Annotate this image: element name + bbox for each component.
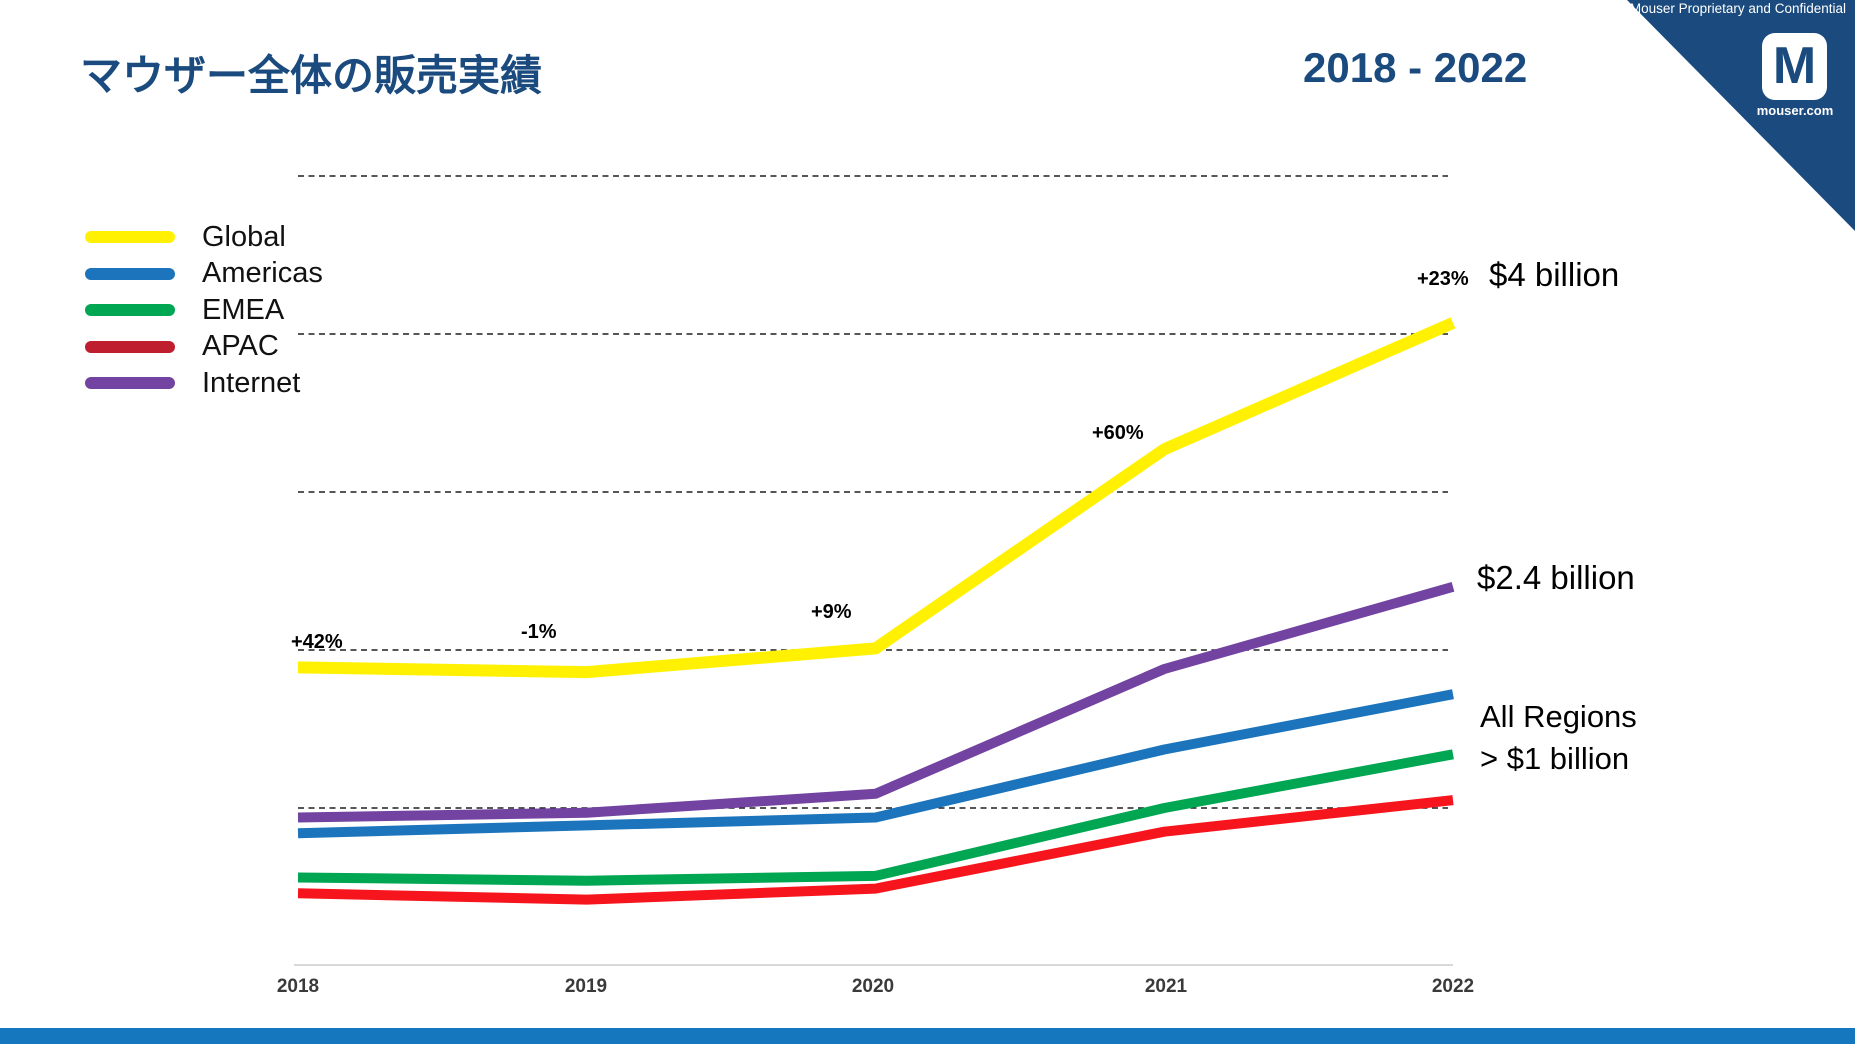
growth-annotation-2021: +60% bbox=[1092, 422, 1144, 444]
mouser-logo: M bbox=[1762, 33, 1827, 100]
legend-item-global: Global bbox=[85, 219, 323, 256]
x-tick-2018: 2018 bbox=[276, 976, 320, 997]
chart-legend: Global Americas EMEA APAC Internet bbox=[85, 219, 323, 402]
all-regions-label: All Regions > $1 billion bbox=[1480, 696, 1637, 780]
x-tick-2021: 2021 bbox=[1144, 976, 1188, 997]
internet-line-swatch bbox=[85, 377, 175, 390]
legend-label: Global bbox=[202, 220, 286, 253]
growth-annotation-2018: +42% bbox=[291, 631, 343, 653]
all-regions-line1: All Regions bbox=[1480, 699, 1637, 734]
footer-bar bbox=[0, 1028, 1855, 1044]
x-tick-2019: 2019 bbox=[564, 976, 608, 997]
internet-value-label: $2.4 billion bbox=[1477, 559, 1635, 596]
legend-label: Americas bbox=[202, 257, 323, 290]
growth-annotation-2019: -1% bbox=[521, 621, 557, 643]
x-tick-2020: 2020 bbox=[851, 976, 895, 997]
page-title: マウザー全体の販売実績 bbox=[80, 52, 543, 99]
mouser-logo-letter: M bbox=[1772, 36, 1817, 95]
legend-label: APAC bbox=[202, 330, 279, 363]
legend-item-americas: Americas bbox=[85, 256, 323, 293]
footer-confidential-text: Mouser Proprietary and Confidential bbox=[1629, 1, 1846, 16]
global-line-swatch bbox=[85, 231, 175, 244]
global-value-label: $4 billion bbox=[1489, 256, 1620, 293]
date-range-title: 2018 - 2022 bbox=[1303, 44, 1528, 91]
americas-line-swatch bbox=[85, 267, 175, 280]
growth-annotation-2022: +23% bbox=[1417, 268, 1469, 290]
apac-line-swatch bbox=[85, 340, 175, 353]
growth-annotation-2020: +9% bbox=[811, 601, 852, 623]
legend-item-apac: APAC bbox=[85, 329, 323, 366]
legend-label: Internet bbox=[202, 366, 301, 399]
mouser-domain-label: mouser.com bbox=[1756, 103, 1834, 118]
legend-item-internet: Internet bbox=[85, 365, 323, 402]
legend-label: EMEA bbox=[202, 293, 285, 326]
x-tick-2022: 2022 bbox=[1431, 976, 1475, 997]
legend-item-emea: EMEA bbox=[85, 292, 323, 329]
emea-line-swatch bbox=[85, 304, 175, 317]
all-regions-line2: > $1 billion bbox=[1480, 741, 1630, 776]
